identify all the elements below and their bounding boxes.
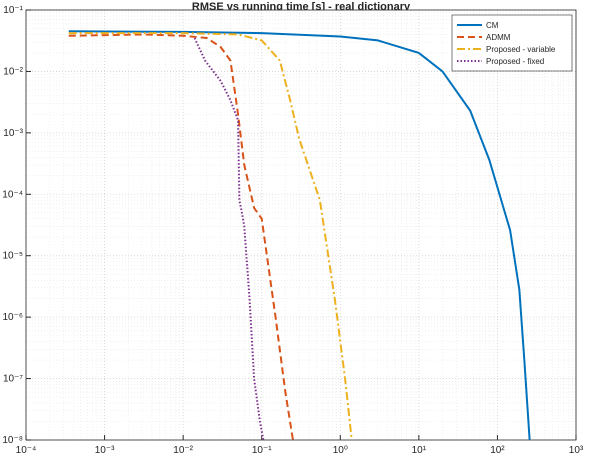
line-series — [68, 33, 294, 440]
plot-area — [26, 10, 576, 440]
legend-label: Proposed - variable — [486, 45, 556, 54]
y-tick-label: 10⁻¹ — [3, 5, 23, 16]
x-tick-label: 10¹ — [412, 445, 427, 456]
legend-label: CM — [486, 21, 499, 30]
x-tick-label: 10⁻¹ — [252, 445, 272, 456]
line-series — [193, 37, 265, 440]
legend-label: ADMM — [486, 33, 511, 42]
x-tick-label: 10⁻² — [173, 445, 193, 456]
x-tick-label: 10⁻⁴ — [16, 445, 37, 456]
x-tick-label: 10³ — [569, 445, 584, 456]
y-tick-label: 10⁻⁶ — [2, 312, 23, 323]
x-tick-label: 10² — [490, 445, 505, 456]
x-tick-label: 10⁻³ — [95, 445, 115, 456]
x-tick-label: 10⁰ — [333, 445, 348, 456]
line-series — [68, 30, 531, 440]
legend-label: Proposed - fixed — [486, 57, 544, 66]
y-tick-label: 10⁻² — [3, 66, 23, 77]
y-tick-label: 10⁻⁷ — [3, 374, 23, 385]
y-tick-label: 10⁻⁸ — [2, 435, 23, 446]
line-series — [68, 32, 353, 440]
axes-box — [25, 9, 577, 441]
y-tick-label: 10⁻⁴ — [2, 189, 23, 200]
y-tick-label: 10⁻³ — [3, 128, 23, 139]
y-tick-label: 10⁻⁵ — [2, 251, 23, 262]
